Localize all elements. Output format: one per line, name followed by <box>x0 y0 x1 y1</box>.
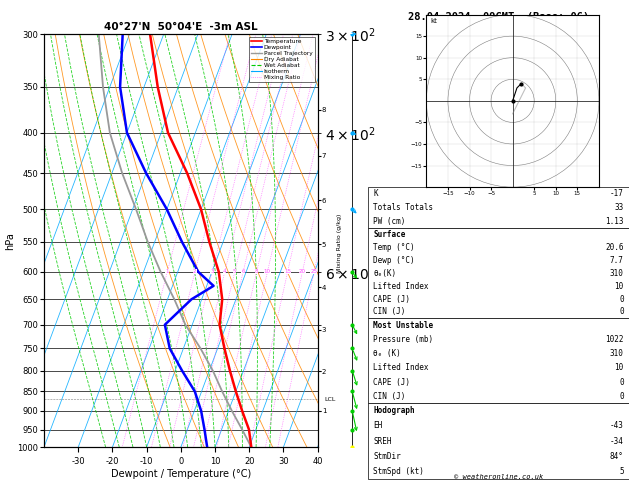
Text: 15: 15 <box>284 269 291 275</box>
Text: 20: 20 <box>299 269 306 275</box>
Text: K: K <box>373 190 378 198</box>
Text: 20.6: 20.6 <box>605 243 624 252</box>
Text: 310: 310 <box>610 349 624 358</box>
Text: 4: 4 <box>223 269 226 275</box>
Text: Lifted Index: Lifted Index <box>373 364 429 372</box>
Text: CAPE (J): CAPE (J) <box>373 295 410 304</box>
Text: StmDir: StmDir <box>373 451 401 461</box>
Text: -43: -43 <box>610 421 624 431</box>
Text: Surface: Surface <box>373 230 406 239</box>
Text: -17: -17 <box>610 190 624 198</box>
Y-axis label: km
ASL: km ASL <box>389 234 402 247</box>
Text: 0: 0 <box>619 295 624 304</box>
Bar <box>368 228 629 318</box>
Text: © weatheronline.co.uk: © weatheronline.co.uk <box>454 474 543 480</box>
X-axis label: Dewpoint / Temperature (°C): Dewpoint / Temperature (°C) <box>111 469 251 479</box>
Text: StmSpd (kt): StmSpd (kt) <box>373 467 424 476</box>
Text: 0: 0 <box>619 308 624 316</box>
Text: 0: 0 <box>619 378 624 387</box>
Text: 5: 5 <box>619 467 624 476</box>
Text: 84°: 84° <box>610 451 624 461</box>
Text: SREH: SREH <box>373 436 392 446</box>
Text: 0: 0 <box>619 392 624 401</box>
Text: Temp (°C): Temp (°C) <box>373 243 415 252</box>
Text: θₑ(K): θₑ(K) <box>373 269 396 278</box>
Text: 8: 8 <box>255 269 259 275</box>
Text: 33: 33 <box>615 203 624 212</box>
Text: 10: 10 <box>615 282 624 291</box>
Text: -34: -34 <box>610 436 624 446</box>
Bar <box>368 318 629 403</box>
Text: Lifted Index: Lifted Index <box>373 282 429 291</box>
Text: Hodograph: Hodograph <box>373 406 415 416</box>
Text: 25: 25 <box>311 269 318 275</box>
Text: Dewp (°C): Dewp (°C) <box>373 256 415 265</box>
Text: CAPE (J): CAPE (J) <box>373 378 410 387</box>
Text: 1.13: 1.13 <box>605 217 624 226</box>
Text: Totals Totals: Totals Totals <box>373 203 433 212</box>
Text: CIN (J): CIN (J) <box>373 392 406 401</box>
Text: 310: 310 <box>610 269 624 278</box>
Text: 28.04.2024  09GMT  (Base: 06): 28.04.2024 09GMT (Base: 06) <box>408 12 589 22</box>
Text: 5: 5 <box>233 269 237 275</box>
Text: Most Unstable: Most Unstable <box>373 321 433 330</box>
Text: 2: 2 <box>193 269 197 275</box>
Text: 1022: 1022 <box>605 335 624 344</box>
Text: 10: 10 <box>615 364 624 372</box>
Text: 3: 3 <box>210 269 214 275</box>
Text: 7.7: 7.7 <box>610 256 624 265</box>
Legend: Temperature, Dewpoint, Parcel Trajectory, Dry Adiabat, Wet Adiabat, Isotherm, Mi: Temperature, Dewpoint, Parcel Trajectory… <box>249 37 314 83</box>
Y-axis label: hPa: hPa <box>4 232 14 249</box>
Text: Pressure (mb): Pressure (mb) <box>373 335 433 344</box>
Text: 10: 10 <box>264 269 271 275</box>
Text: EH: EH <box>373 421 382 431</box>
Bar <box>368 403 629 479</box>
Text: CIN (J): CIN (J) <box>373 308 406 316</box>
Bar <box>368 187 629 228</box>
Text: 1: 1 <box>165 269 169 275</box>
Text: Mixing Ratio (g/kg): Mixing Ratio (g/kg) <box>337 213 342 273</box>
Text: θₑ (K): θₑ (K) <box>373 349 401 358</box>
Title: 40°27'N  50°04'E  -3m ASL: 40°27'N 50°04'E -3m ASL <box>104 22 258 32</box>
Text: kt: kt <box>431 18 438 24</box>
Text: 6: 6 <box>242 269 245 275</box>
Text: PW (cm): PW (cm) <box>373 217 406 226</box>
Text: LCL: LCL <box>325 397 336 402</box>
